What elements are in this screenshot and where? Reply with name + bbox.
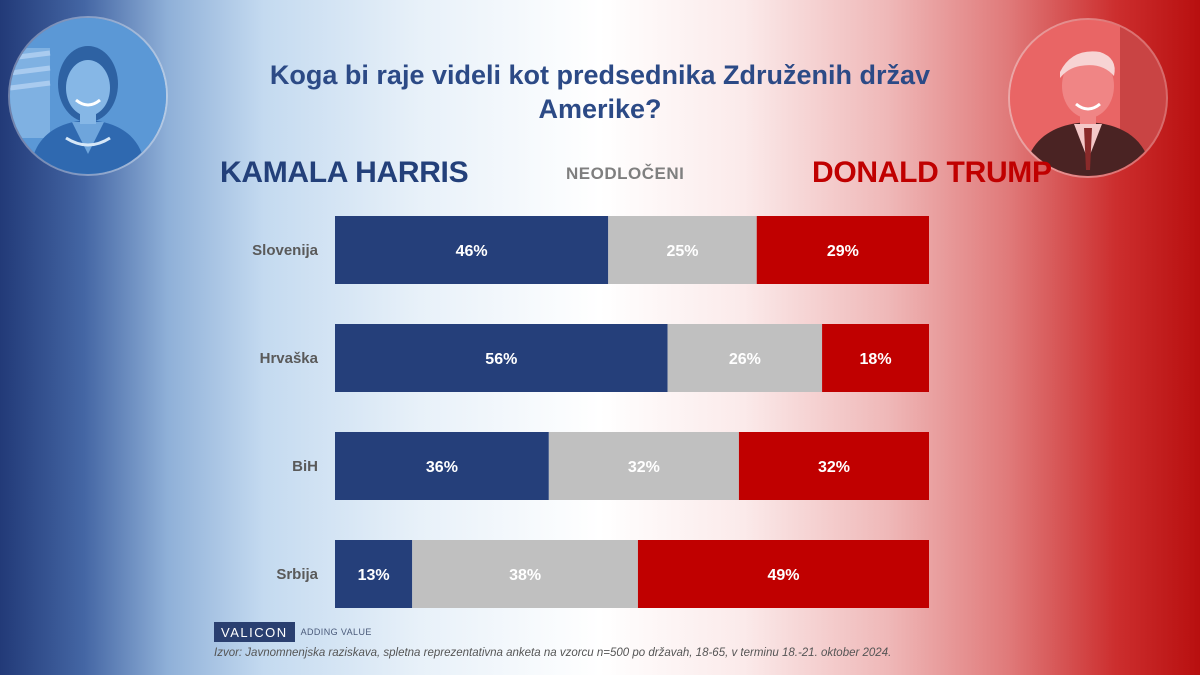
- kamala-harris-photo: [10, 18, 166, 174]
- brand-name: VALICON: [214, 622, 295, 642]
- bar-segment: [608, 216, 757, 284]
- bar-segment: [412, 540, 638, 608]
- legend-trump: DONALD TRUMP: [812, 156, 1052, 189]
- chart-title: Koga bi raje videli kot predsednika Zdru…: [269, 60, 931, 124]
- data-label: 13%: [358, 567, 390, 584]
- bar-segment: [548, 432, 739, 500]
- data-label: 25%: [666, 243, 698, 260]
- donald-trump-photo: [1010, 20, 1166, 176]
- data-label: 32%: [628, 459, 660, 476]
- legend-undecided: NEODLOČENI: [566, 164, 685, 183]
- bar-segment: [738, 432, 929, 500]
- data-label: 36%: [426, 459, 458, 476]
- category-label: Slovenija: [252, 242, 319, 259]
- bar-segment: [756, 216, 929, 284]
- source-note: Izvor: Javnomnenjska raziskava, spletna …: [214, 647, 892, 659]
- bar-segment: [637, 540, 929, 608]
- bar-segment: [667, 324, 823, 392]
- bar-segment: [335, 432, 549, 500]
- data-label: 32%: [818, 459, 850, 476]
- data-label: 56%: [485, 351, 517, 368]
- category-label: Hrvaška: [260, 350, 319, 367]
- bar-segment: [335, 540, 413, 608]
- data-label: 49%: [767, 567, 799, 584]
- brand-tagline: ADDING VALUE: [300, 627, 372, 637]
- bar-segment: [822, 324, 929, 392]
- valicon-logo: VALICON ADDING VALUE: [214, 622, 372, 642]
- bar-segment: [335, 324, 668, 392]
- data-label: 38%: [509, 567, 541, 584]
- category-label: Srbija: [276, 566, 318, 583]
- data-label: 18%: [860, 351, 892, 368]
- data-label: 46%: [456, 243, 488, 260]
- data-label: 26%: [729, 351, 761, 368]
- category-label: BiH: [292, 458, 318, 475]
- legend-harris: KAMALA HARRIS: [220, 156, 469, 189]
- bar-segment: [335, 216, 609, 284]
- data-label: 29%: [827, 243, 859, 260]
